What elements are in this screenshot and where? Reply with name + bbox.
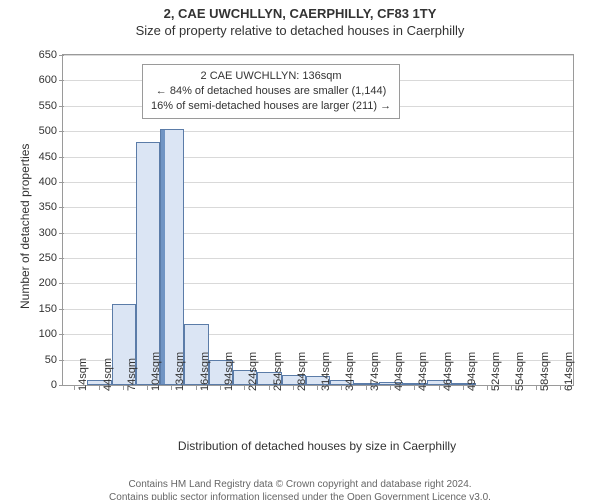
x-tick-label: 434sqm [417, 352, 429, 391]
x-tick-label: 524sqm [490, 352, 502, 391]
footer-line-1: Contains HM Land Registry data © Crown c… [0, 479, 600, 492]
x-tick-label: 14sqm [77, 358, 89, 391]
x-tick-label: 254sqm [272, 352, 284, 391]
x-axis-label: Distribution of detached houses by size … [62, 439, 572, 453]
y-tick-label: 350 [39, 201, 63, 213]
tooltip-line-1: 2 CAE UWCHLLYN: 136sqm [151, 69, 391, 84]
x-tick-label: 344sqm [344, 352, 356, 391]
x-tick-mark [74, 385, 75, 390]
x-tick-mark [366, 385, 367, 390]
x-tick-mark [463, 385, 464, 390]
y-tick-label: 400 [39, 176, 63, 188]
tooltip-line-2: ← 84% of detached houses are smaller (1,… [151, 84, 391, 99]
y-tick-label: 450 [39, 151, 63, 163]
histogram-bar [136, 142, 160, 385]
x-tick-mark [123, 385, 124, 390]
chart-title: 2, CAE UWCHLLYN, CAERPHILLY, CF83 1TY [0, 6, 600, 21]
y-tick-label: 200 [39, 277, 63, 289]
x-tick-label: 104sqm [150, 352, 162, 391]
x-tick-mark [244, 385, 245, 390]
x-tick-mark [511, 385, 512, 390]
y-tick-label: 550 [39, 100, 63, 112]
x-tick-label: 314sqm [320, 352, 332, 391]
x-tick-label: 134sqm [174, 352, 186, 391]
x-tick-mark [171, 385, 172, 390]
y-tick-label: 500 [39, 125, 63, 137]
y-tick-label: 600 [39, 74, 63, 86]
tooltip-line-3: 16% of semi-detached houses are larger (… [151, 99, 391, 114]
x-tick-label: 464sqm [442, 352, 454, 391]
y-tick-label: 0 [51, 379, 63, 391]
x-tick-mark [196, 385, 197, 390]
y-tick-label: 100 [39, 328, 63, 340]
x-tick-label: 284sqm [296, 352, 308, 391]
x-tick-label: 164sqm [199, 352, 211, 391]
highlight-bar [160, 129, 165, 385]
x-tick-mark [341, 385, 342, 390]
chart-container: 2, CAE UWCHLLYN, CAERPHILLY, CF83 1TY Si… [0, 6, 600, 500]
x-tick-label: 494sqm [466, 352, 478, 391]
x-tick-mark [147, 385, 148, 390]
y-tick-label: 300 [39, 227, 63, 239]
x-tick-label: 404sqm [393, 352, 405, 391]
gridline [63, 55, 573, 56]
x-tick-label: 554sqm [514, 352, 526, 391]
chart-footer: Contains HM Land Registry data © Crown c… [0, 479, 600, 500]
x-tick-mark [220, 385, 221, 390]
gridline [63, 131, 573, 132]
property-tooltip: 2 CAE UWCHLLYN: 136sqm ← 84% of detached… [142, 64, 400, 119]
x-tick-label: 614sqm [563, 352, 575, 391]
y-tick-label: 650 [39, 49, 63, 61]
x-tick-label: 224sqm [247, 352, 259, 391]
y-axis-label: Number of detached properties [18, 144, 32, 309]
x-tick-label: 374sqm [369, 352, 381, 391]
x-tick-mark [560, 385, 561, 390]
x-tick-label: 584sqm [539, 352, 551, 391]
x-tick-mark [536, 385, 537, 390]
x-tick-mark [269, 385, 270, 390]
x-tick-label: 74sqm [126, 358, 138, 391]
x-tick-mark [390, 385, 391, 390]
footer-line-2: Contains public sector information licen… [0, 492, 600, 500]
y-tick-label: 250 [39, 252, 63, 264]
y-tick-label: 150 [39, 303, 63, 315]
x-tick-mark [317, 385, 318, 390]
y-tick-label: 50 [45, 354, 63, 366]
x-tick-mark [99, 385, 100, 390]
chart-subtitle: Size of property relative to detached ho… [0, 23, 600, 38]
x-tick-mark [293, 385, 294, 390]
x-tick-label: 44sqm [102, 358, 114, 391]
x-tick-mark [487, 385, 488, 390]
x-tick-label: 194sqm [223, 352, 235, 391]
x-tick-mark [439, 385, 440, 390]
x-tick-mark [414, 385, 415, 390]
